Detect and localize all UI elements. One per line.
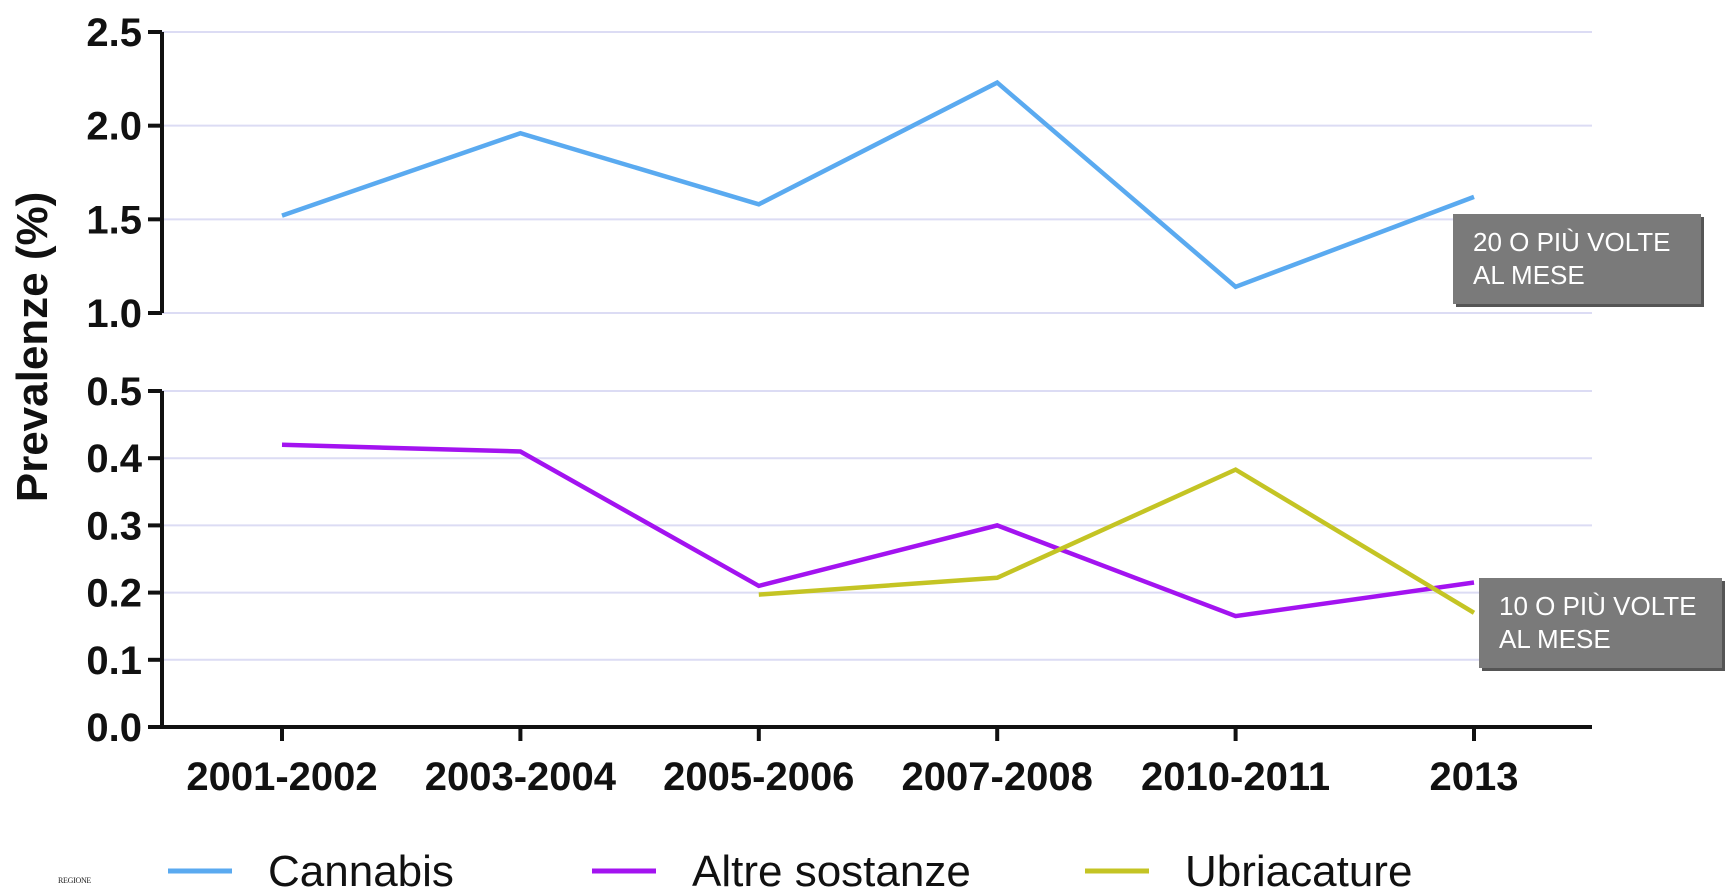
x-tick-label-4: 2010-2011: [1141, 755, 1330, 799]
axes: [148, 30, 1592, 741]
y-tick-label-lower-0: 0.0: [86, 706, 142, 750]
legend-label-0: Cannabis: [268, 847, 454, 890]
x-tick-label-1: 2003-2004: [425, 755, 617, 799]
annotation-lower-line-1: 10 O PIÙ VOLTE: [1499, 591, 1697, 621]
legend: Cannabis Altre sostanze Ubriacature: [168, 847, 1412, 890]
x-tick-labels: 2001-2002 2003-2004 2005-2006 2007-2008 2010…: [186, 755, 1518, 799]
x-tick-label-3: 2007-2008: [902, 755, 1093, 799]
y-tick-label-upper-3: 2.5: [86, 11, 142, 55]
annotation-upper: 20 O PIÙ VOLTE AL MESE: [1453, 214, 1701, 304]
x-tick-label-5: 2013: [1430, 755, 1519, 799]
annotation-lower-line-2: AL MESE: [1499, 624, 1611, 654]
y-tick-label-upper-0: 1.0: [86, 292, 142, 336]
annotation-lower: 10 O PIÙ VOLTE AL MESE: [1479, 578, 1722, 668]
series-line-ubriacature: [758, 467, 1476, 615]
region-logo-text: REGIONE: [58, 876, 92, 885]
y-tick-label-lower-3: 0.3: [86, 504, 142, 548]
y-tick-label-lower-5: 0.5: [86, 370, 142, 414]
y-tick-label-lower-1: 0.1: [86, 639, 142, 683]
y-tick-label-lower-4: 0.4: [86, 437, 142, 481]
series-line-cannabis: [281, 79, 1475, 290]
annotation-upper-line-1: 20 O PIÙ VOLTE: [1473, 227, 1671, 257]
series-lines: [281, 79, 1476, 619]
y-tick-label-upper-1: 1.5: [86, 198, 142, 242]
legend-label-1: Altre sostanze: [692, 847, 971, 890]
grid-lines: [162, 31, 1592, 661]
x-tick-label-2: 2005-2006: [663, 755, 854, 799]
y-tick-label-upper-2: 2.0: [86, 105, 142, 149]
series-line-altre-sostanze: [281, 442, 1475, 619]
y-tick-label-lower-2: 0.2: [86, 572, 142, 616]
x-tick-label-0: 2001-2002: [186, 755, 377, 799]
legend-label-2: Ubriacature: [1185, 847, 1412, 890]
y-axis-label: Prevalenze (%): [8, 192, 57, 503]
y-tick-labels: 1.0 1.5 2.0 2.5 0.0 0.1 0.2 0.3 0.4 0.5: [86, 11, 142, 750]
annotation-upper-line-2: AL MESE: [1473, 260, 1585, 290]
